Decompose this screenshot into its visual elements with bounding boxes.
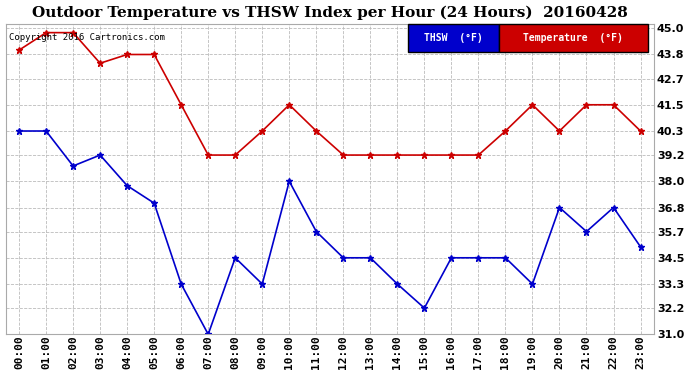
Text: Copyright 2016 Cartronics.com: Copyright 2016 Cartronics.com	[9, 33, 165, 42]
Title: Outdoor Temperature vs THSW Index per Hour (24 Hours)  20160428: Outdoor Temperature vs THSW Index per Ho…	[32, 6, 628, 20]
